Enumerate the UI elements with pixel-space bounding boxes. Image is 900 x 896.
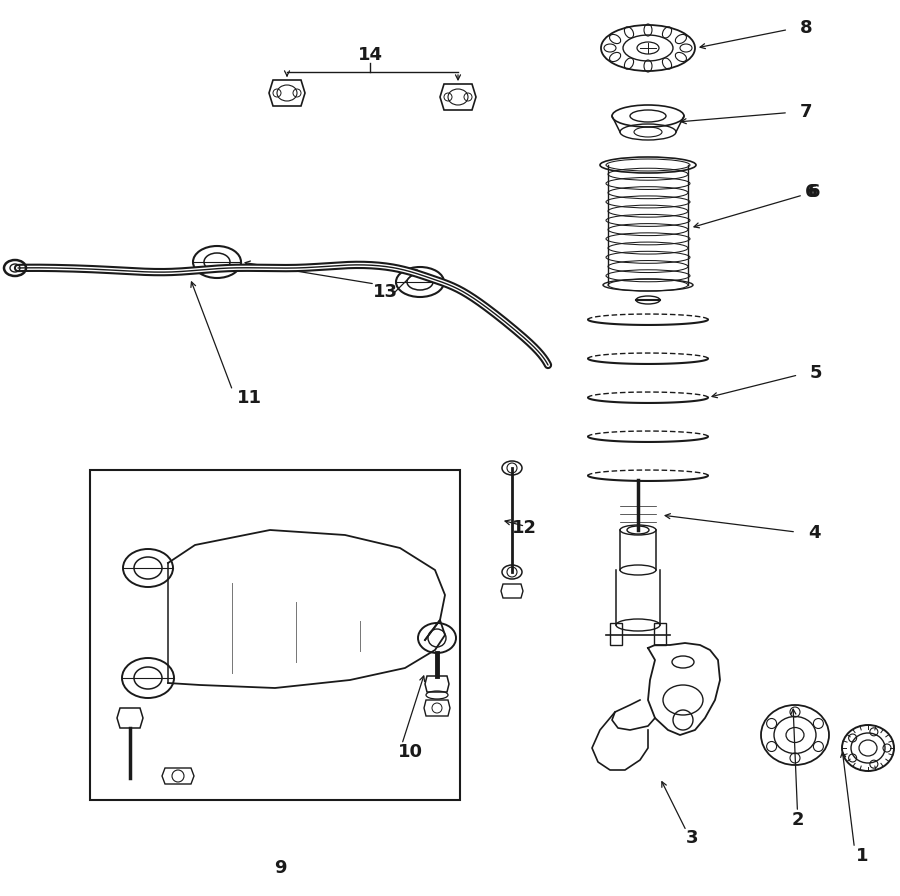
- Text: 8: 8: [800, 19, 813, 37]
- Text: 5: 5: [810, 364, 823, 382]
- Text: 7: 7: [800, 103, 813, 121]
- Text: 13: 13: [373, 283, 398, 301]
- Text: 9: 9: [274, 859, 286, 877]
- Text: 11: 11: [237, 389, 262, 407]
- Text: 3: 3: [686, 829, 698, 847]
- Text: 1: 1: [856, 847, 868, 865]
- Text: 6: 6: [805, 183, 817, 201]
- Text: 6: 6: [808, 183, 821, 201]
- Text: 10: 10: [398, 743, 423, 761]
- Text: 12: 12: [512, 519, 537, 537]
- Text: 4: 4: [808, 524, 821, 542]
- Text: 14: 14: [357, 46, 382, 64]
- Text: 2: 2: [792, 811, 805, 829]
- Bar: [90, 470, 460, 800]
